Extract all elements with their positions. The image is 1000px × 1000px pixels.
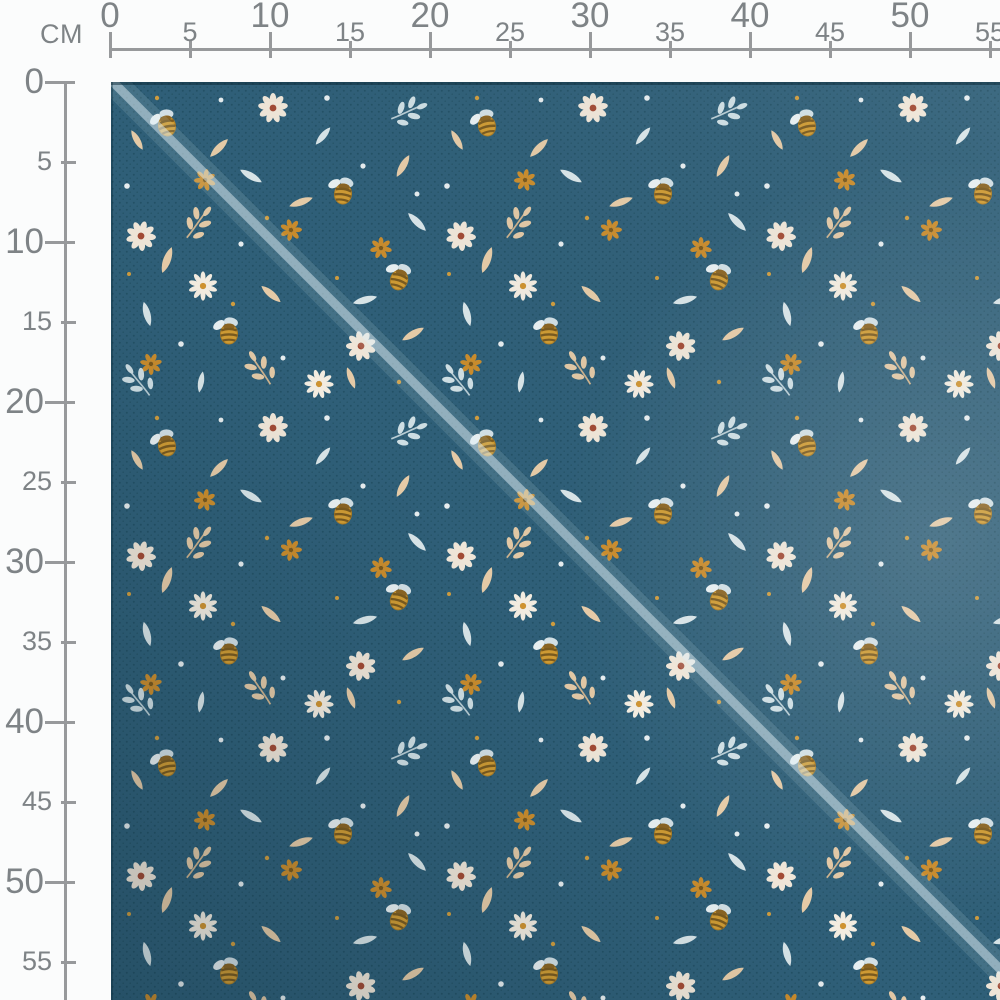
ruler-top-label: 50 — [890, 0, 930, 35]
ruler-left-tick — [61, 320, 76, 324]
ruler-left-label: 30 — [5, 541, 44, 581]
ruler-top-label: 0 — [100, 0, 120, 35]
ruler-top-tick — [188, 41, 192, 58]
ruler-left-tick — [61, 960, 76, 964]
fabric-swatch — [111, 82, 1000, 1000]
ruler-top-label: 5 — [182, 17, 198, 47]
ruler-left-label: 50 — [5, 861, 44, 901]
ruler-top-label: 10 — [250, 0, 290, 35]
ruler-top-tick — [508, 41, 512, 58]
ruler-top-label: 15 — [334, 17, 366, 47]
ruler-top-tick — [108, 32, 112, 58]
ruler-left-tick — [61, 160, 76, 164]
ruler-left-tick — [61, 640, 76, 644]
ruler-left-tick — [45, 400, 75, 404]
ruler-left-label: 35 — [21, 625, 52, 656]
ruler-top-label: 40 — [730, 0, 770, 35]
ruler-vertical-line — [64, 81, 67, 1000]
fabric-pattern-svg — [111, 82, 1000, 1000]
ruler-top-tick — [428, 32, 432, 58]
ruler-left-label: 5 — [36, 145, 52, 176]
ruler-left-tick — [45, 80, 75, 84]
fabric-fold-highlight — [111, 82, 1000, 976]
ruler-top-tick — [668, 41, 672, 58]
ruler-left-label: 10 — [5, 221, 44, 261]
ruler-top-tick — [268, 32, 272, 58]
ruler-top-label: 45 — [814, 17, 846, 47]
ruler-top-label: 35 — [654, 17, 686, 47]
ruler-unit-label: CM — [40, 19, 83, 49]
ruler-left-tick — [45, 560, 75, 564]
ruler-top-tick — [988, 41, 992, 58]
fabric-top-edge — [111, 82, 1000, 85]
fabric-sheen — [111, 82, 1000, 1000]
ruler-top-label: 55 — [974, 17, 1000, 47]
ruler-left-tick — [61, 800, 76, 804]
ruler-top-tick — [348, 41, 352, 58]
ruler-top-tick — [908, 32, 912, 58]
ruler-left-label: 55 — [21, 945, 52, 976]
ruler-left-tick — [45, 880, 75, 884]
ruler-left-label: 45 — [21, 785, 52, 816]
ruler-horizontal-line — [110, 48, 1000, 51]
ruler-top-tick — [748, 32, 752, 58]
ruler-left-label: 20 — [5, 381, 44, 421]
ruler-top-tick — [828, 41, 832, 58]
ruler-left-tick — [45, 720, 75, 724]
ruler-left-tick — [61, 480, 76, 484]
ruler-top-label: 30 — [570, 0, 610, 35]
ruler-left-label: 25 — [21, 465, 52, 496]
ruler-left-label: 40 — [5, 701, 44, 741]
ruler-top-tick — [588, 32, 592, 58]
fabric-left-edge — [111, 82, 113, 1000]
ruler-left-label: 0 — [24, 61, 44, 101]
ruler-left-tick — [45, 240, 75, 244]
ruler-top-label: 25 — [494, 17, 526, 47]
ruler-left-label: 15 — [21, 305, 52, 336]
ruler-top-label: 20 — [410, 0, 450, 35]
